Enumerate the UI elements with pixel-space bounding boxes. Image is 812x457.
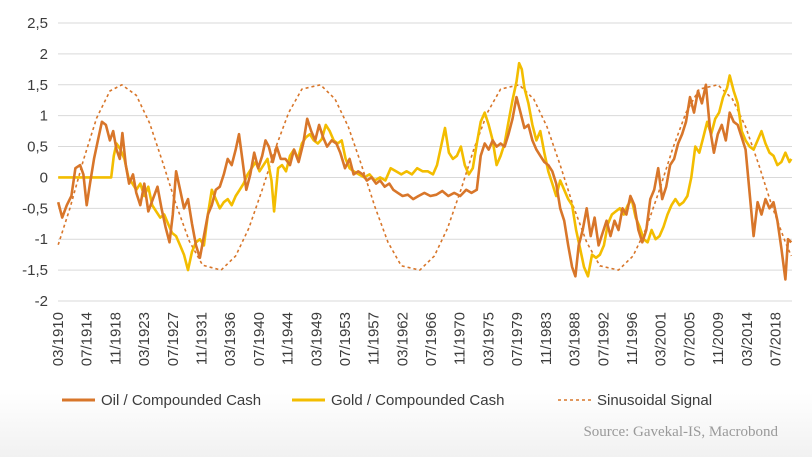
y-axis-ticks: 2,5 2 1,5 1 0,5 0 -0,5 -1 -1,5 -2 <box>22 15 48 310</box>
y-tick-label: 1,5 <box>27 77 48 94</box>
series-lines <box>56 61 793 281</box>
x-tick-label: 11/1944 <box>280 312 297 365</box>
legend: Oil / Compounded Cash Gold / Compounded C… <box>62 392 712 409</box>
y-tick-label: -0,5 <box>22 200 48 217</box>
x-tick-label: 03/1962 <box>394 312 411 366</box>
y-tick-label: 2,5 <box>27 15 48 32</box>
x-tick-label: 03/1923 <box>136 312 153 366</box>
source-note: Source: Gavekal-IS, Macrobond <box>583 424 778 440</box>
x-tick-label: 07/1953 <box>337 312 354 366</box>
x-tick-label: 11/1957 <box>366 312 383 365</box>
x-tick-label: 11/1983 <box>538 312 555 365</box>
y-tick-label: -2 <box>35 293 48 310</box>
gold-line <box>58 61 793 278</box>
x-tick-label: 03/1975 <box>480 312 497 366</box>
oil-line <box>56 83 793 281</box>
y-tick-label: 0,5 <box>27 139 48 156</box>
x-tick-label: 07/1979 <box>509 312 526 366</box>
x-tick-label: 03/1936 <box>222 312 239 366</box>
x-tick-label: 11/2009 <box>710 312 727 365</box>
x-tick-label: 11/1970 <box>452 312 469 365</box>
x-tick-label: 11/1931 <box>193 312 210 365</box>
x-axis-ticks: 03/1910 07/1914 11/1918 03/1923 07/1927 11/19… <box>50 312 784 366</box>
gridlines <box>58 22 792 302</box>
x-tick-label: 11/1918 <box>107 312 124 365</box>
x-tick-label: 11/1996 <box>624 312 641 365</box>
legend-label: Oil / Compounded Cash <box>101 392 261 409</box>
legend-label: Sinusoidal Signal <box>597 392 712 409</box>
x-tick-label: 07/2018 <box>767 312 784 366</box>
y-tick-label: -1 <box>35 231 48 248</box>
x-tick-label: 07/1992 <box>595 312 612 366</box>
x-tick-label: 03/2014 <box>739 312 756 366</box>
y-tick-label: -1,5 <box>22 262 48 279</box>
legend-label: Gold / Compounded Cash <box>331 392 504 409</box>
x-tick-label: 07/1966 <box>423 312 440 366</box>
x-tick-label: 03/2001 <box>653 312 670 366</box>
x-tick-label: 07/1927 <box>165 312 182 366</box>
y-tick-label: 0 <box>40 169 48 186</box>
x-tick-label: 07/1914 <box>79 312 96 366</box>
x-tick-label: 03/1910 <box>50 312 67 366</box>
x-tick-label: 07/2005 <box>681 312 698 366</box>
x-tick-label: 03/1949 <box>308 312 325 366</box>
x-tick-label: 03/1988 <box>567 312 584 366</box>
x-tick-label: 07/1940 <box>251 312 268 366</box>
y-tick-label: 2 <box>40 46 48 63</box>
y-tick-label: 1 <box>40 108 48 125</box>
